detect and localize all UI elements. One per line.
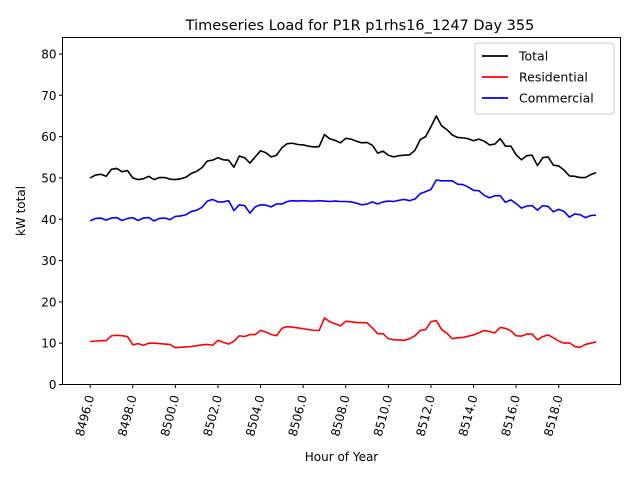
series-line-commercial <box>89 179 597 222</box>
legend-label-total: Total <box>518 49 548 64</box>
y-tick-label: 70 <box>41 89 56 103</box>
x-tick-label: 8496.0 <box>73 394 97 438</box>
y-tick-label: 80 <box>41 48 56 62</box>
series-line-residential <box>90 317 597 349</box>
y-tick-label: 40 <box>41 213 56 227</box>
y-tick-label: 50 <box>41 171 56 185</box>
y-tick-label: 30 <box>41 254 56 268</box>
x-axis: 8496.0 8498.0 8500.0 8502.0 8504.0 8506.0 8508… <box>73 384 566 438</box>
y-tick-label: 20 <box>41 295 56 309</box>
legend-label-commercial: Commercial <box>519 91 594 106</box>
x-tick-label: 8516.0 <box>499 394 523 438</box>
x-tick-label: 8514.0 <box>456 394 480 438</box>
y-tick-label: 10 <box>41 337 56 351</box>
y-axis-label: kW total <box>14 186 28 236</box>
x-tick-label: 8510.0 <box>371 394 395 438</box>
x-tick-label: 8518.0 <box>541 394 565 438</box>
y-axis: 0 10 20 30 40 50 60 70 80 <box>41 48 63 392</box>
chart-title: Timeseries Load for P1R p1rhs16_1247 Day… <box>185 18 535 34</box>
x-tick-label: 8506.0 <box>286 394 310 438</box>
y-tick-label: 0 <box>49 378 57 392</box>
x-tick-label: 8508.0 <box>328 394 352 438</box>
x-tick-label: 8504.0 <box>243 394 267 438</box>
x-tick-label: 8498.0 <box>115 394 139 438</box>
x-tick-label: 8512.0 <box>413 394 437 438</box>
series-line-total <box>89 115 597 181</box>
x-tick-label: 8502.0 <box>200 394 224 438</box>
plot-frame <box>62 37 621 385</box>
x-axis-label: Hour of Year <box>305 450 379 464</box>
legend-label-residential: Residential <box>519 70 588 85</box>
x-tick-label: 8500.0 <box>158 394 182 438</box>
series-lines <box>89 115 597 349</box>
y-tick-label: 60 <box>41 130 56 144</box>
legend: Total Residential Commercial <box>474 42 615 115</box>
legend-box <box>474 42 615 115</box>
